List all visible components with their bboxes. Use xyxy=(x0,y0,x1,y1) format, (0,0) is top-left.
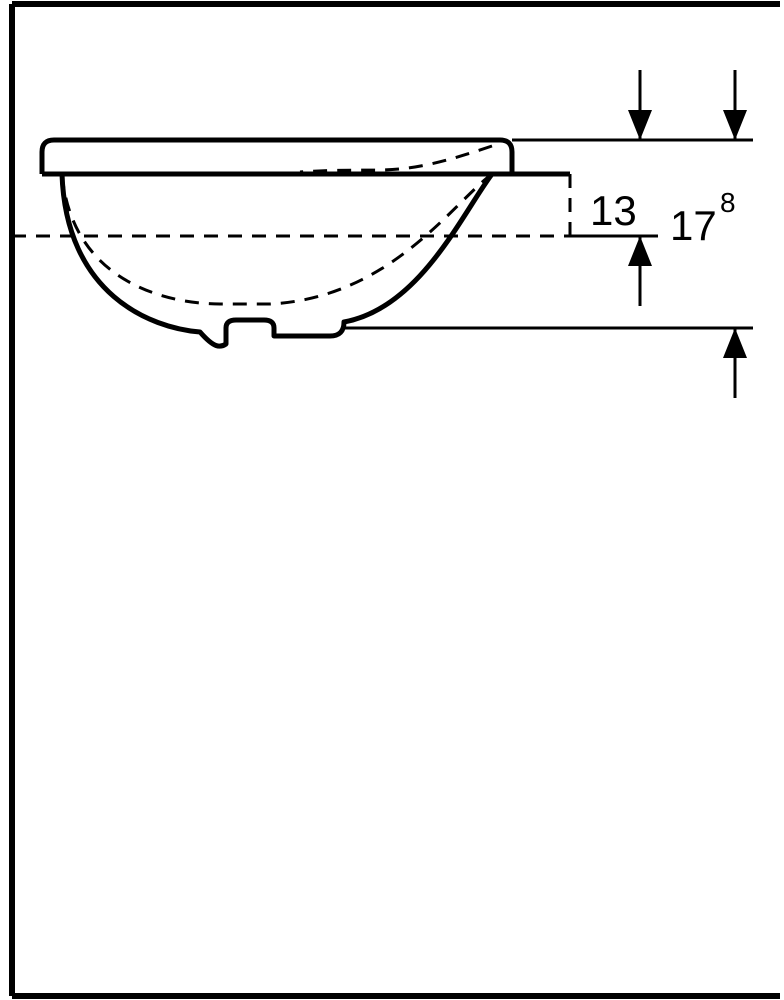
dimension-178-label-main: 17 xyxy=(670,202,717,249)
dimension-13: 13 xyxy=(512,70,658,306)
technical-drawing: 13178 xyxy=(0,0,784,1000)
bowl-inner-dashed xyxy=(62,174,492,304)
basin-rim xyxy=(42,140,512,174)
bowl-outer-profile xyxy=(62,174,492,346)
dimension-arrowhead xyxy=(628,236,652,266)
bowl-upper-dashed xyxy=(300,146,492,172)
dimension-13-label: 13 xyxy=(590,187,637,234)
dimension-arrowhead xyxy=(628,110,652,140)
dimension-arrowhead xyxy=(723,110,747,140)
dimension-178-label-sup: 8 xyxy=(720,187,736,218)
dimension-arrowhead xyxy=(723,328,747,358)
dimension-178: 178 xyxy=(344,70,753,398)
